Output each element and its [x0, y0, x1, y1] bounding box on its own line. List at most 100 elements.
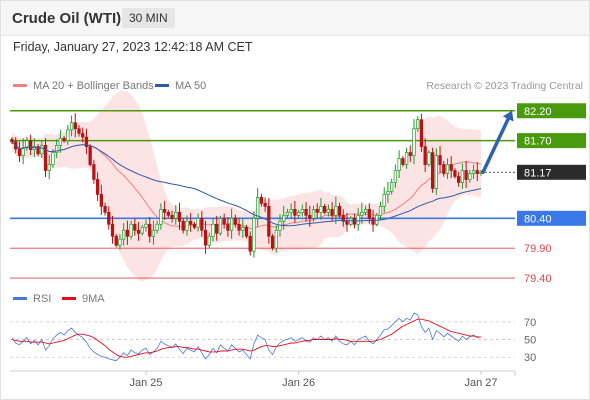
candle-body	[453, 170, 457, 177]
forecast-arrow-head	[502, 110, 514, 122]
rsi-tick-70: 70	[524, 317, 536, 329]
candle-body	[17, 148, 22, 156]
candle-body	[58, 137, 63, 146]
candle-body	[430, 152, 435, 189]
level-tag-82.20	[517, 103, 586, 119]
research-credit: Research © 2023 Trading Central	[426, 80, 583, 92]
candle-body	[103, 206, 107, 213]
candle-body	[241, 226, 245, 231]
candle-body	[401, 158, 405, 165]
timeframe-badge[interactable]: 30 MIN	[122, 8, 175, 28]
candle-body	[252, 217, 256, 252]
candle-body	[10, 139, 14, 143]
candle-body	[404, 152, 409, 165]
candle-body	[99, 194, 103, 207]
candle-body	[449, 164, 453, 171]
last-price-label: 81.17	[524, 167, 552, 179]
candle-body	[32, 146, 36, 150]
candle-body	[419, 119, 424, 147]
candle-body	[434, 155, 438, 189]
candle-body	[471, 170, 476, 174]
candle-body	[69, 122, 74, 131]
candle-body	[133, 223, 137, 231]
candle-body	[341, 214, 345, 222]
rsi-legend-swatch	[13, 297, 27, 300]
candle-body	[363, 208, 368, 213]
candle-body	[21, 147, 25, 156]
candle-body	[51, 152, 55, 165]
candle-body	[174, 211, 178, 219]
candle-body	[62, 137, 66, 141]
level-label-82.20: 82.20	[524, 106, 552, 118]
candle-body	[222, 217, 226, 225]
candle-body	[55, 145, 59, 153]
x-tick-label: Jan 26	[282, 377, 315, 389]
rsi-tick-50: 50	[524, 335, 536, 347]
chart-header: Crude Oil (WTI) 30 MIN	[1, 1, 589, 36]
candle-body	[244, 226, 249, 237]
candle-body	[47, 164, 51, 171]
candle-body	[181, 220, 185, 231]
candle-body	[203, 229, 208, 246]
candle-body	[170, 214, 174, 219]
candle-body	[43, 145, 48, 171]
candle-body	[155, 223, 159, 231]
ma9-legend-swatch	[62, 297, 76, 300]
candle-body	[28, 140, 33, 150]
candle-body	[423, 146, 427, 165]
candle-body	[207, 235, 211, 246]
x-tick-label: Jan 25	[129, 377, 162, 389]
candle-body	[442, 164, 446, 174]
candle-body	[360, 211, 364, 216]
candle-body	[408, 152, 412, 156]
candle-body	[367, 208, 371, 219]
candle-body	[334, 206, 338, 216]
candle-body	[412, 128, 416, 156]
candle-body	[457, 176, 461, 183]
ma50-legend-label: MA 50	[175, 80, 207, 92]
candle-body	[84, 136, 89, 147]
rsi-ma9-line	[11, 318, 481, 358]
candle-body	[289, 208, 293, 213]
candle-body	[185, 220, 189, 231]
candle-body	[445, 164, 450, 174]
candle-body	[77, 128, 81, 134]
candle-body	[345, 220, 349, 225]
candle-body	[378, 206, 383, 216]
candle-body	[66, 129, 70, 141]
candle-body	[386, 191, 390, 195]
candle-body	[390, 182, 394, 192]
candle-body	[122, 229, 126, 240]
ma50-legend-swatch	[155, 84, 169, 87]
candle-body	[270, 235, 275, 249]
level-tag-80.40	[517, 210, 586, 226]
candle-body	[278, 220, 282, 231]
candle-body	[148, 223, 152, 237]
candle-body	[125, 229, 130, 237]
candle-body	[118, 238, 122, 246]
forecast-arrow-shaft	[481, 117, 510, 175]
candle-body	[88, 146, 92, 165]
instrument-title: Crude Oil (WTI)	[12, 10, 122, 27]
candle-body	[159, 208, 163, 225]
candle-body	[460, 170, 465, 183]
last-price-tag	[517, 164, 586, 180]
candle-body	[136, 229, 141, 234]
candle-body	[293, 208, 297, 216]
candle-body	[248, 235, 252, 252]
candle-body	[319, 206, 323, 213]
candle-body	[229, 217, 234, 231]
candle-body	[233, 217, 237, 225]
level-label-79.90: 79.90	[524, 243, 552, 255]
candle-body	[196, 217, 200, 228]
candle-body	[215, 223, 219, 234]
candle-body	[282, 214, 286, 222]
candle-body	[263, 203, 267, 207]
rsi-line	[11, 312, 482, 362]
candle-body	[95, 179, 100, 195]
candle-body	[416, 119, 420, 130]
bollinger-band	[12, 90, 481, 282]
level-tag-81.70	[517, 133, 586, 149]
candle-body	[397, 158, 401, 171]
